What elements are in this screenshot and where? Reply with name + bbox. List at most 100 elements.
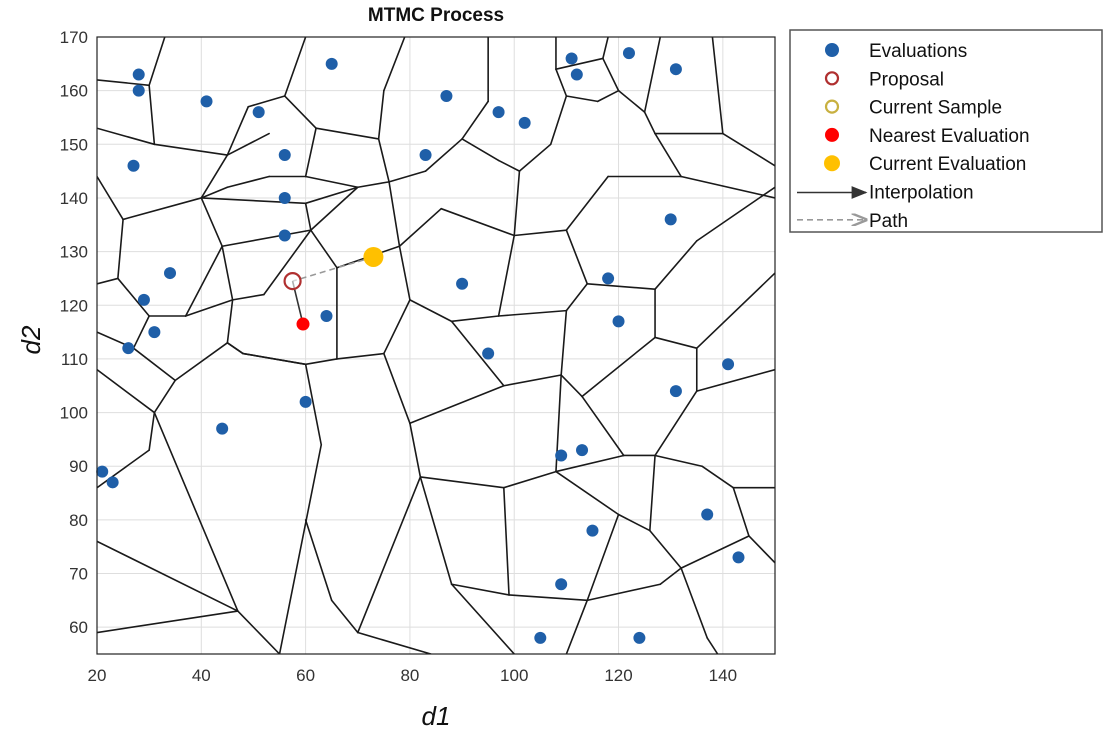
legend-label: Current Sample [869, 98, 1002, 119]
evaluation-point [132, 68, 145, 81]
voronoi-edge [263, 229, 312, 296]
y-tick-label: 150 [60, 135, 88, 154]
evaluation-point [278, 191, 291, 204]
voronoi-edge [695, 186, 775, 242]
y-tick-label: 160 [60, 82, 88, 101]
legend-item: Current Evaluation [824, 154, 1026, 175]
evaluation-point [96, 465, 109, 478]
voronoi-edge [97, 368, 156, 414]
evaluation-point [555, 449, 568, 462]
evaluation-point [555, 578, 568, 591]
chart-title: MTMC Process [368, 5, 504, 26]
voronoi-edge [586, 282, 656, 290]
voronoi-edge [398, 207, 443, 248]
evaluation-point [320, 309, 333, 322]
voronoi-edge [310, 229, 338, 269]
legend-box [789, 29, 1103, 233]
voronoi-edge [560, 374, 583, 398]
voronoi-edge [377, 89, 385, 140]
voronoi-edge [555, 57, 604, 70]
voronoi-edge [221, 229, 312, 248]
evaluation-point [518, 116, 531, 129]
y-tick-label: 120 [60, 296, 88, 315]
voronoi-edge [97, 127, 156, 146]
voronoi-edge [304, 519, 333, 602]
y-tick-label: 80 [69, 511, 88, 530]
voronoi-edge [226, 299, 234, 344]
voronoi-edge [304, 175, 359, 189]
voronoi-edge [596, 89, 620, 103]
x-tick-label: 120 [604, 666, 632, 685]
path-arrow [292, 256, 374, 282]
voronoi-edge [643, 111, 656, 135]
voronoi-edge [377, 138, 390, 183]
voronoi-edge [617, 513, 651, 532]
evaluation-point [622, 47, 635, 60]
evaluation-point [722, 358, 735, 371]
voronoi-edge [497, 159, 521, 172]
voronoi-edge [388, 170, 427, 183]
voronoi-edge [461, 100, 489, 140]
voronoi-edge [695, 272, 775, 349]
voronoi-edge [174, 342, 229, 382]
evaluation-point [299, 395, 312, 408]
voronoi-edge [695, 368, 775, 392]
voronoi-edge [310, 186, 359, 231]
voronoi-edge [356, 476, 422, 634]
evaluation-point [278, 229, 291, 242]
legend-item: Interpolation [797, 183, 974, 204]
voronoi-edge [97, 540, 239, 612]
legend-label: Evaluations [869, 41, 967, 62]
voronoi-edge [97, 449, 150, 489]
voronoi-edge [565, 175, 609, 231]
evaluation-point [148, 326, 161, 339]
current-evaluation-point [363, 246, 384, 267]
voronoi-edge [643, 37, 662, 113]
voronoi-edge [659, 567, 682, 586]
voronoi-edge [226, 342, 244, 355]
voronoi-edge [148, 37, 166, 87]
legend-label: Nearest Evaluation [869, 126, 1030, 147]
evaluation-point [456, 277, 469, 290]
voronoi-edge [549, 95, 568, 146]
evaluation-point [732, 551, 745, 564]
voronoi-edge [602, 37, 609, 60]
arrows [291, 256, 374, 325]
nearest-evaluation-point [296, 317, 310, 331]
evaluation-point [216, 422, 229, 435]
legend-label: Current Evaluation [869, 154, 1026, 175]
evaluation-point [669, 385, 682, 398]
voronoi-edge [200, 186, 229, 199]
voronoi-edge [398, 245, 411, 301]
evaluation-point [440, 90, 453, 103]
proposal-point [283, 272, 302, 291]
legend-label: Proposal [869, 69, 944, 90]
voronoi-edge [711, 37, 724, 135]
voronoi-edge [565, 95, 599, 103]
voronoi-edge-group [97, 37, 775, 654]
voronoi-edge [122, 197, 203, 221]
voronoi-edge [117, 218, 124, 280]
voronoi-edge [148, 411, 156, 451]
evaluation-point [612, 315, 625, 328]
voronoi-edge [97, 610, 239, 634]
voronoi-edge [221, 245, 234, 301]
voronoi-edge [132, 315, 150, 349]
voronoi-edge [649, 529, 682, 569]
voronoi-edge [555, 454, 625, 473]
voronoi-edge [356, 631, 432, 654]
voronoi-edge [586, 583, 662, 602]
legend-item: Current Sample [824, 98, 1002, 119]
voronoi-edge [148, 84, 156, 146]
legend-marker-ring [824, 99, 840, 114]
voronoi-edge [565, 599, 589, 654]
voronoi-edge [565, 229, 589, 285]
evaluation-point [586, 524, 599, 537]
evaluation-point [106, 476, 119, 489]
voronoi-edge [450, 315, 500, 323]
x-tick-label: 80 [400, 666, 419, 685]
voronoi-edge [304, 186, 359, 205]
voronoi-edge [680, 175, 775, 199]
legend-label: Interpolation [869, 183, 974, 204]
